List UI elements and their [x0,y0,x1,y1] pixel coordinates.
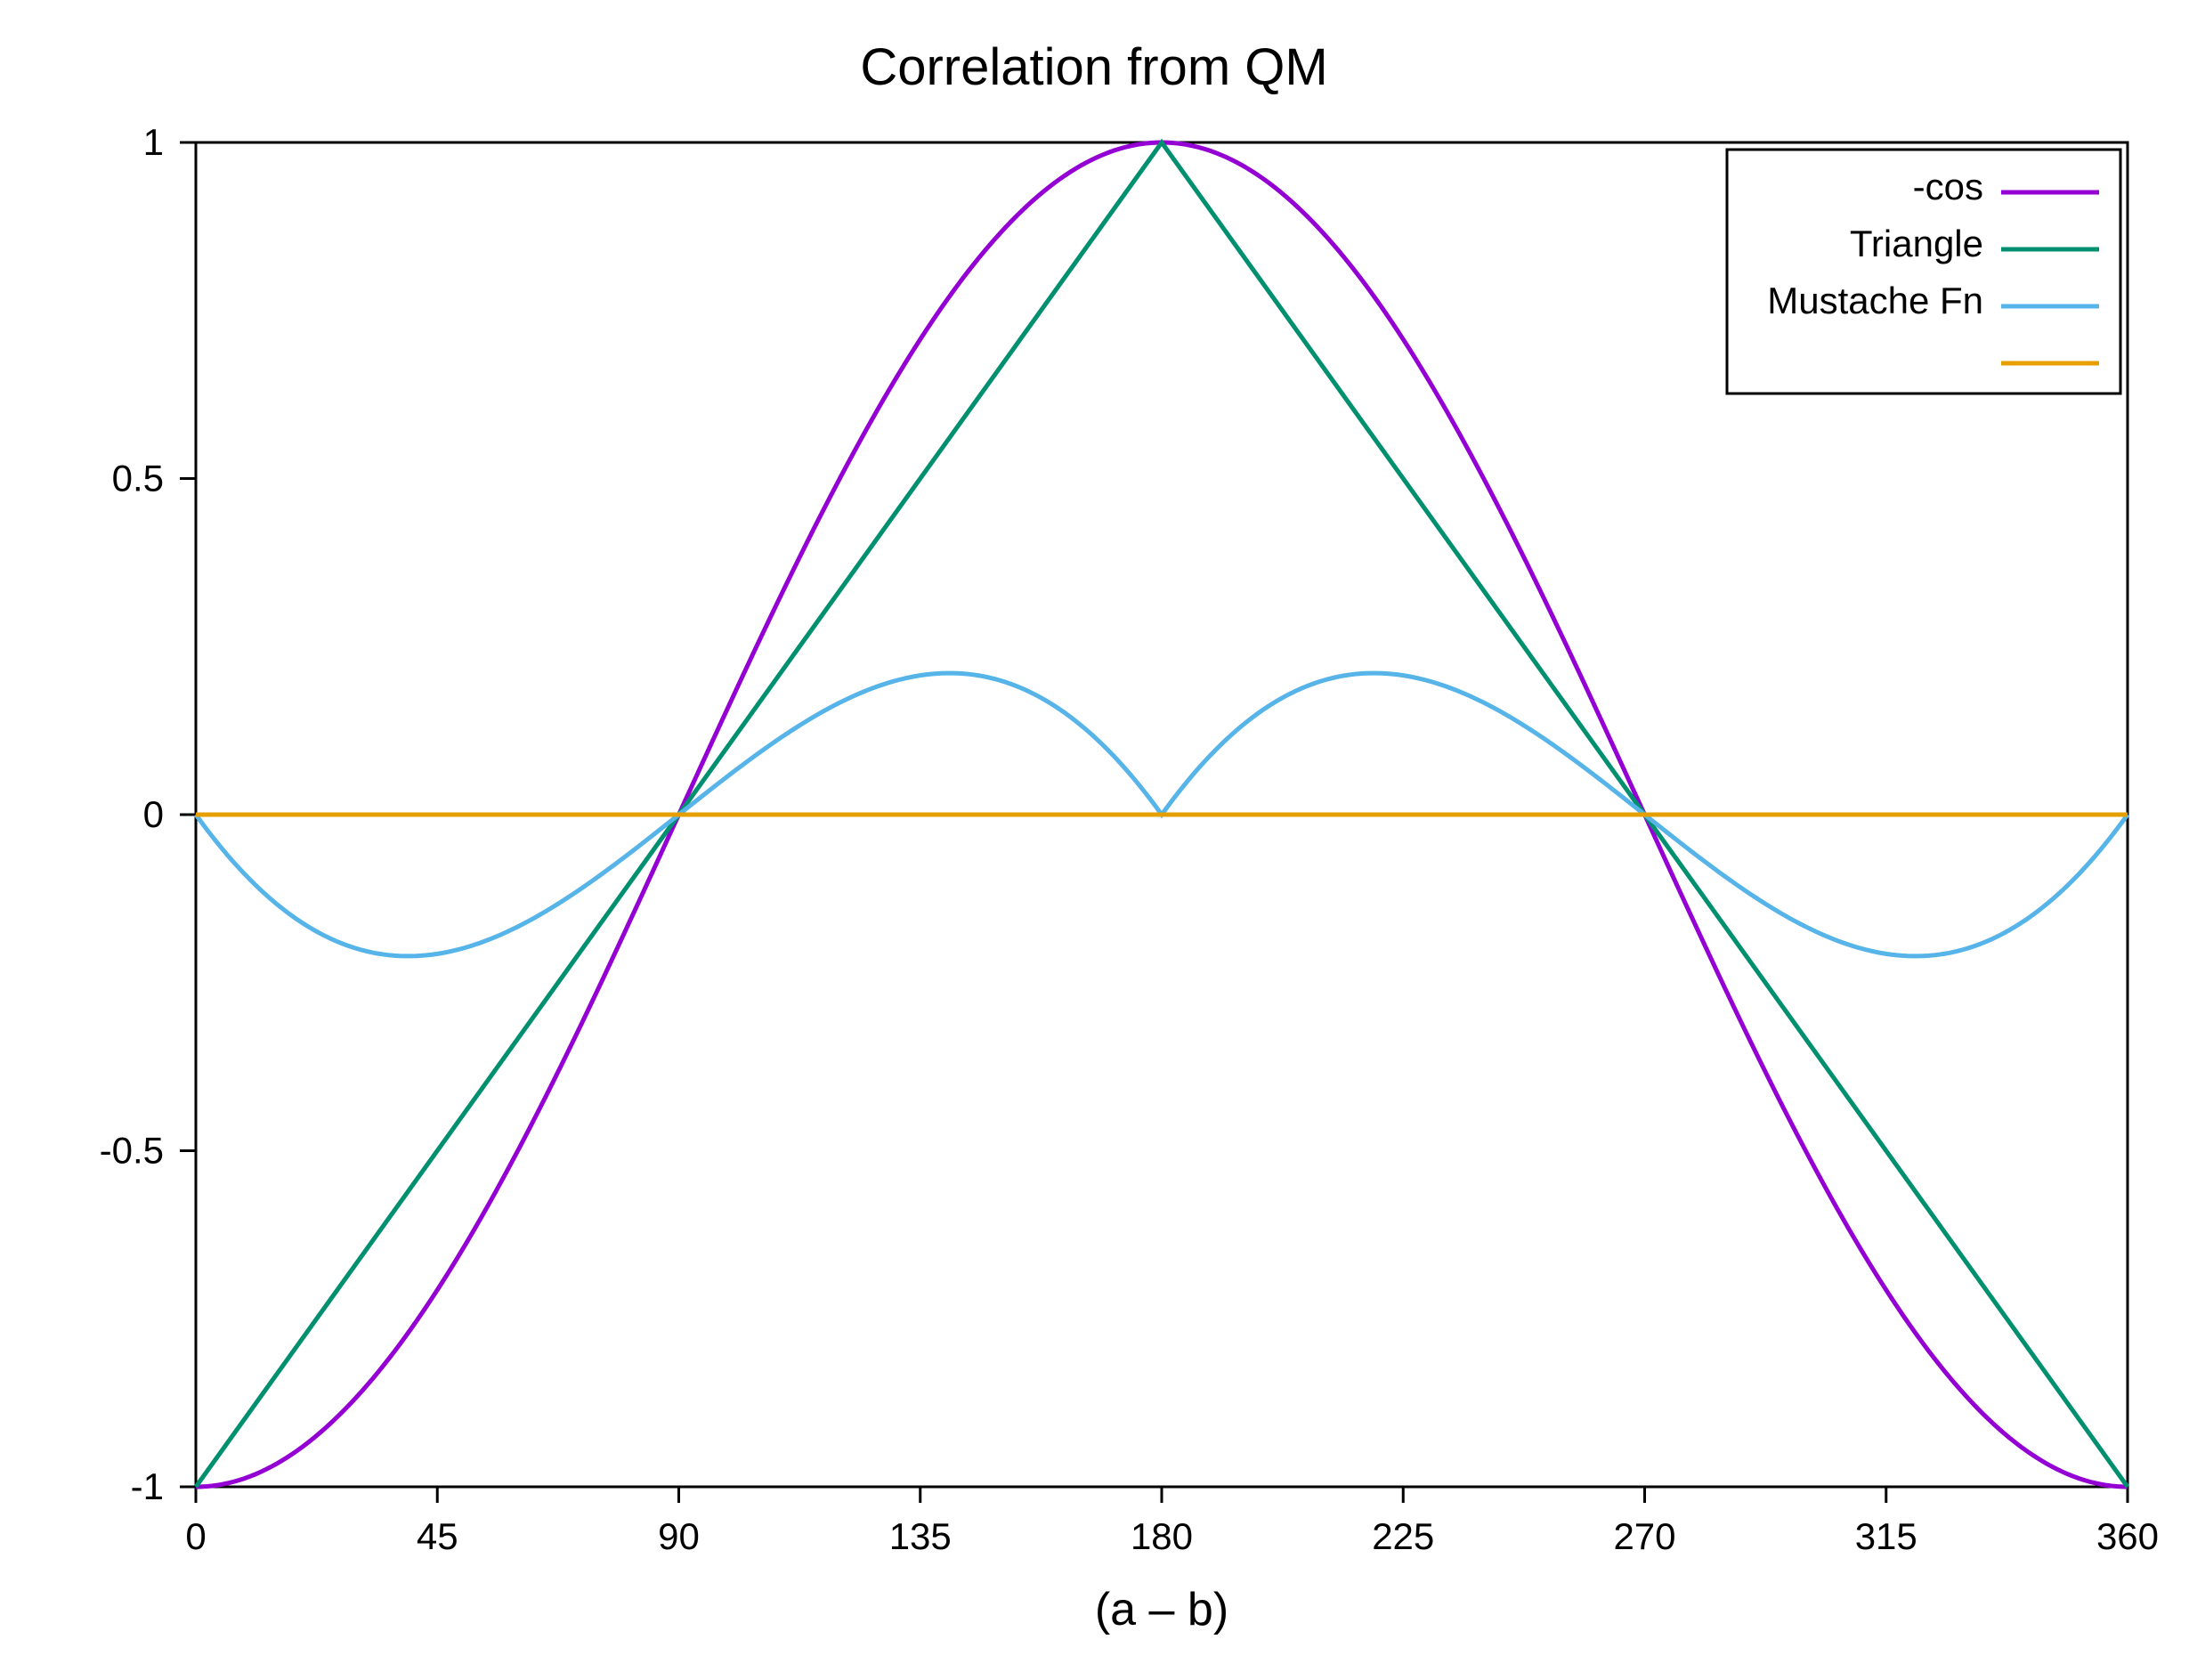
y-tick-label: 1 [143,121,164,163]
x-tick-label: 0 [185,1515,206,1557]
correlation-chart: Correlation from QM 0 45 90 135 180 225 270 315… [0,0,2189,1680]
legend-label: Triangle [1850,223,1983,264]
x-axis-label: (a – b) [1095,1584,1228,1635]
chart-container: Correlation from QM 0 45 90 135 180 225 270 315… [0,0,2189,1680]
y-tick-label: 0 [143,793,164,835]
x-tick-label: 135 [889,1515,952,1557]
x-tick-label: 45 [417,1515,458,1557]
series-group [196,142,2128,1487]
x-tick-label: 90 [658,1515,700,1557]
x-tick-label: 225 [1372,1515,1434,1557]
legend-label: Mustache Fn [1767,280,1983,321]
x-tick-label: 360 [2096,1515,2159,1557]
x-ticks: 0 45 90 135 180 225 270 315 360 [185,1487,2159,1557]
x-tick-label: 315 [1855,1515,1917,1557]
y-ticks: -1 -0.5 0 0.5 1 [100,121,196,1507]
y-tick-label: -0.5 [100,1130,164,1172]
legend-label: -cos [1913,166,1983,207]
y-tick-label: 0.5 [112,458,164,499]
x-tick-label: 180 [1131,1515,1193,1557]
x-tick-label: 270 [1613,1515,1675,1557]
y-tick-label: -1 [131,1465,164,1507]
chart-title: Correlation from QM [860,38,1327,96]
legend: -cos Triangle Mustache Fn [1727,150,2120,394]
